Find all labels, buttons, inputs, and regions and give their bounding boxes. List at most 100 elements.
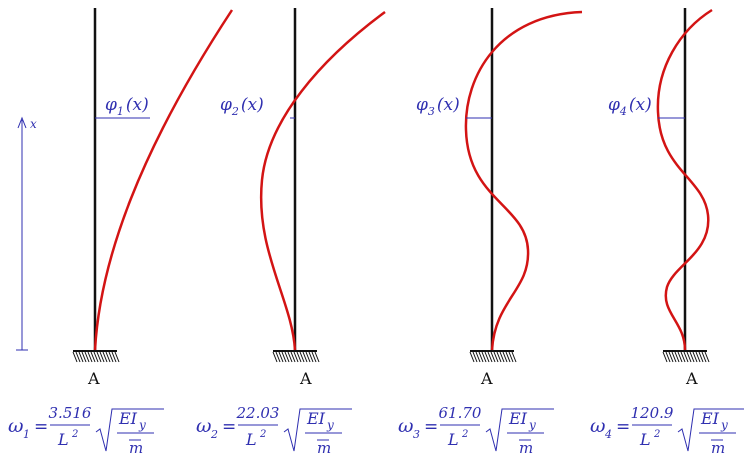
hatch (698, 351, 704, 363)
axis-label: x (30, 117, 37, 131)
hatch (472, 351, 478, 363)
omega-symbol: ω (196, 415, 212, 437)
phi-label: φ4 (x) (608, 95, 652, 118)
hatch (683, 351, 689, 363)
hatch (487, 351, 493, 363)
hatch (105, 351, 111, 363)
hatch (508, 351, 514, 363)
x-axis-arrow (16, 116, 28, 351)
phi-sub: 3 (428, 105, 435, 118)
den-base: L (447, 430, 459, 449)
den-exp: 2 (71, 429, 78, 440)
hatch (81, 351, 87, 363)
hatch (493, 351, 499, 363)
rad-num: EI (700, 409, 720, 428)
phi-arg: (x) (437, 95, 460, 115)
equals: = (424, 417, 438, 437)
numerator: 61.70 (439, 404, 482, 422)
omega-symbol: ω (398, 415, 414, 437)
radical (485, 408, 554, 452)
radical (677, 408, 744, 452)
rad-num: EI (508, 409, 528, 428)
hatch (305, 351, 311, 363)
hatch (689, 351, 695, 363)
fixed-support (72, 350, 120, 363)
hatch (704, 351, 710, 363)
den-base: L (57, 430, 69, 449)
hatch (78, 351, 84, 363)
hatch (75, 351, 81, 363)
rad-den: m (129, 439, 143, 457)
phi-arg: (x) (241, 95, 264, 115)
rad-sub: y (720, 418, 728, 432)
omega-sub: 4 (604, 428, 612, 441)
den-exp: 2 (259, 429, 266, 440)
fixed-support (662, 350, 710, 363)
numerator: 120.9 (631, 404, 674, 422)
rad-den: m (519, 439, 533, 457)
den-exp: 2 (461, 429, 468, 440)
hatch (692, 351, 698, 363)
rad-num: EI (118, 409, 138, 428)
phi-sub: 2 (231, 105, 239, 118)
rad-sub: y (138, 418, 146, 432)
rad-den: m (317, 439, 331, 457)
hatch (686, 351, 692, 363)
hatch (96, 351, 102, 363)
rad-sub: y (326, 418, 334, 432)
phi-label: φ3 (x) (416, 95, 460, 118)
hatch (111, 351, 117, 363)
mode-shape (93, 9, 234, 351)
hatch (72, 351, 78, 363)
hatch (275, 351, 281, 363)
phi-symbol: φ (105, 95, 117, 115)
hatch (499, 351, 505, 363)
mode-shape (464, 10, 583, 351)
hatch (662, 351, 668, 363)
rad-num: EI (306, 409, 326, 428)
omega-sub: 1 (23, 428, 30, 441)
hatch (680, 351, 686, 363)
hatch (93, 351, 99, 363)
rad-den: m (711, 439, 725, 457)
hatch (505, 351, 511, 363)
mode-shape (656, 8, 713, 351)
hatch (671, 351, 677, 363)
hatch (114, 351, 120, 363)
omega-symbol: ω (8, 415, 24, 437)
omega-symbol: ω (590, 415, 606, 437)
hatch (668, 351, 674, 363)
rad-sub: y (528, 418, 536, 432)
omega-sub: 2 (210, 428, 218, 441)
phi-symbol: φ (608, 95, 620, 115)
phi-sub: 1 (117, 105, 124, 118)
phi-symbol: φ (220, 95, 232, 115)
support-label: A (480, 369, 493, 388)
hatch (99, 351, 105, 363)
phi-arg: (x) (126, 95, 149, 115)
hatch (481, 351, 487, 363)
fixed-support (272, 350, 320, 363)
hatch (511, 351, 517, 363)
hatch (296, 351, 302, 363)
hatch (475, 351, 481, 363)
hatch (290, 351, 296, 363)
phi-sub: 4 (619, 105, 627, 118)
support-label: A (685, 369, 698, 388)
support-label: A (299, 369, 312, 388)
hatch (281, 351, 287, 363)
hatch (308, 351, 314, 363)
hatch (272, 351, 278, 363)
hatch (674, 351, 680, 363)
fixed-support (469, 350, 517, 363)
hatch (84, 351, 90, 363)
hatch (278, 351, 284, 363)
hatch (311, 351, 317, 363)
equals: = (34, 417, 48, 437)
phi-arg: (x) (629, 95, 652, 115)
equals: = (222, 417, 236, 437)
mode-shape (259, 10, 386, 351)
hatch (284, 351, 290, 363)
hatch (701, 351, 707, 363)
radical (95, 408, 164, 452)
